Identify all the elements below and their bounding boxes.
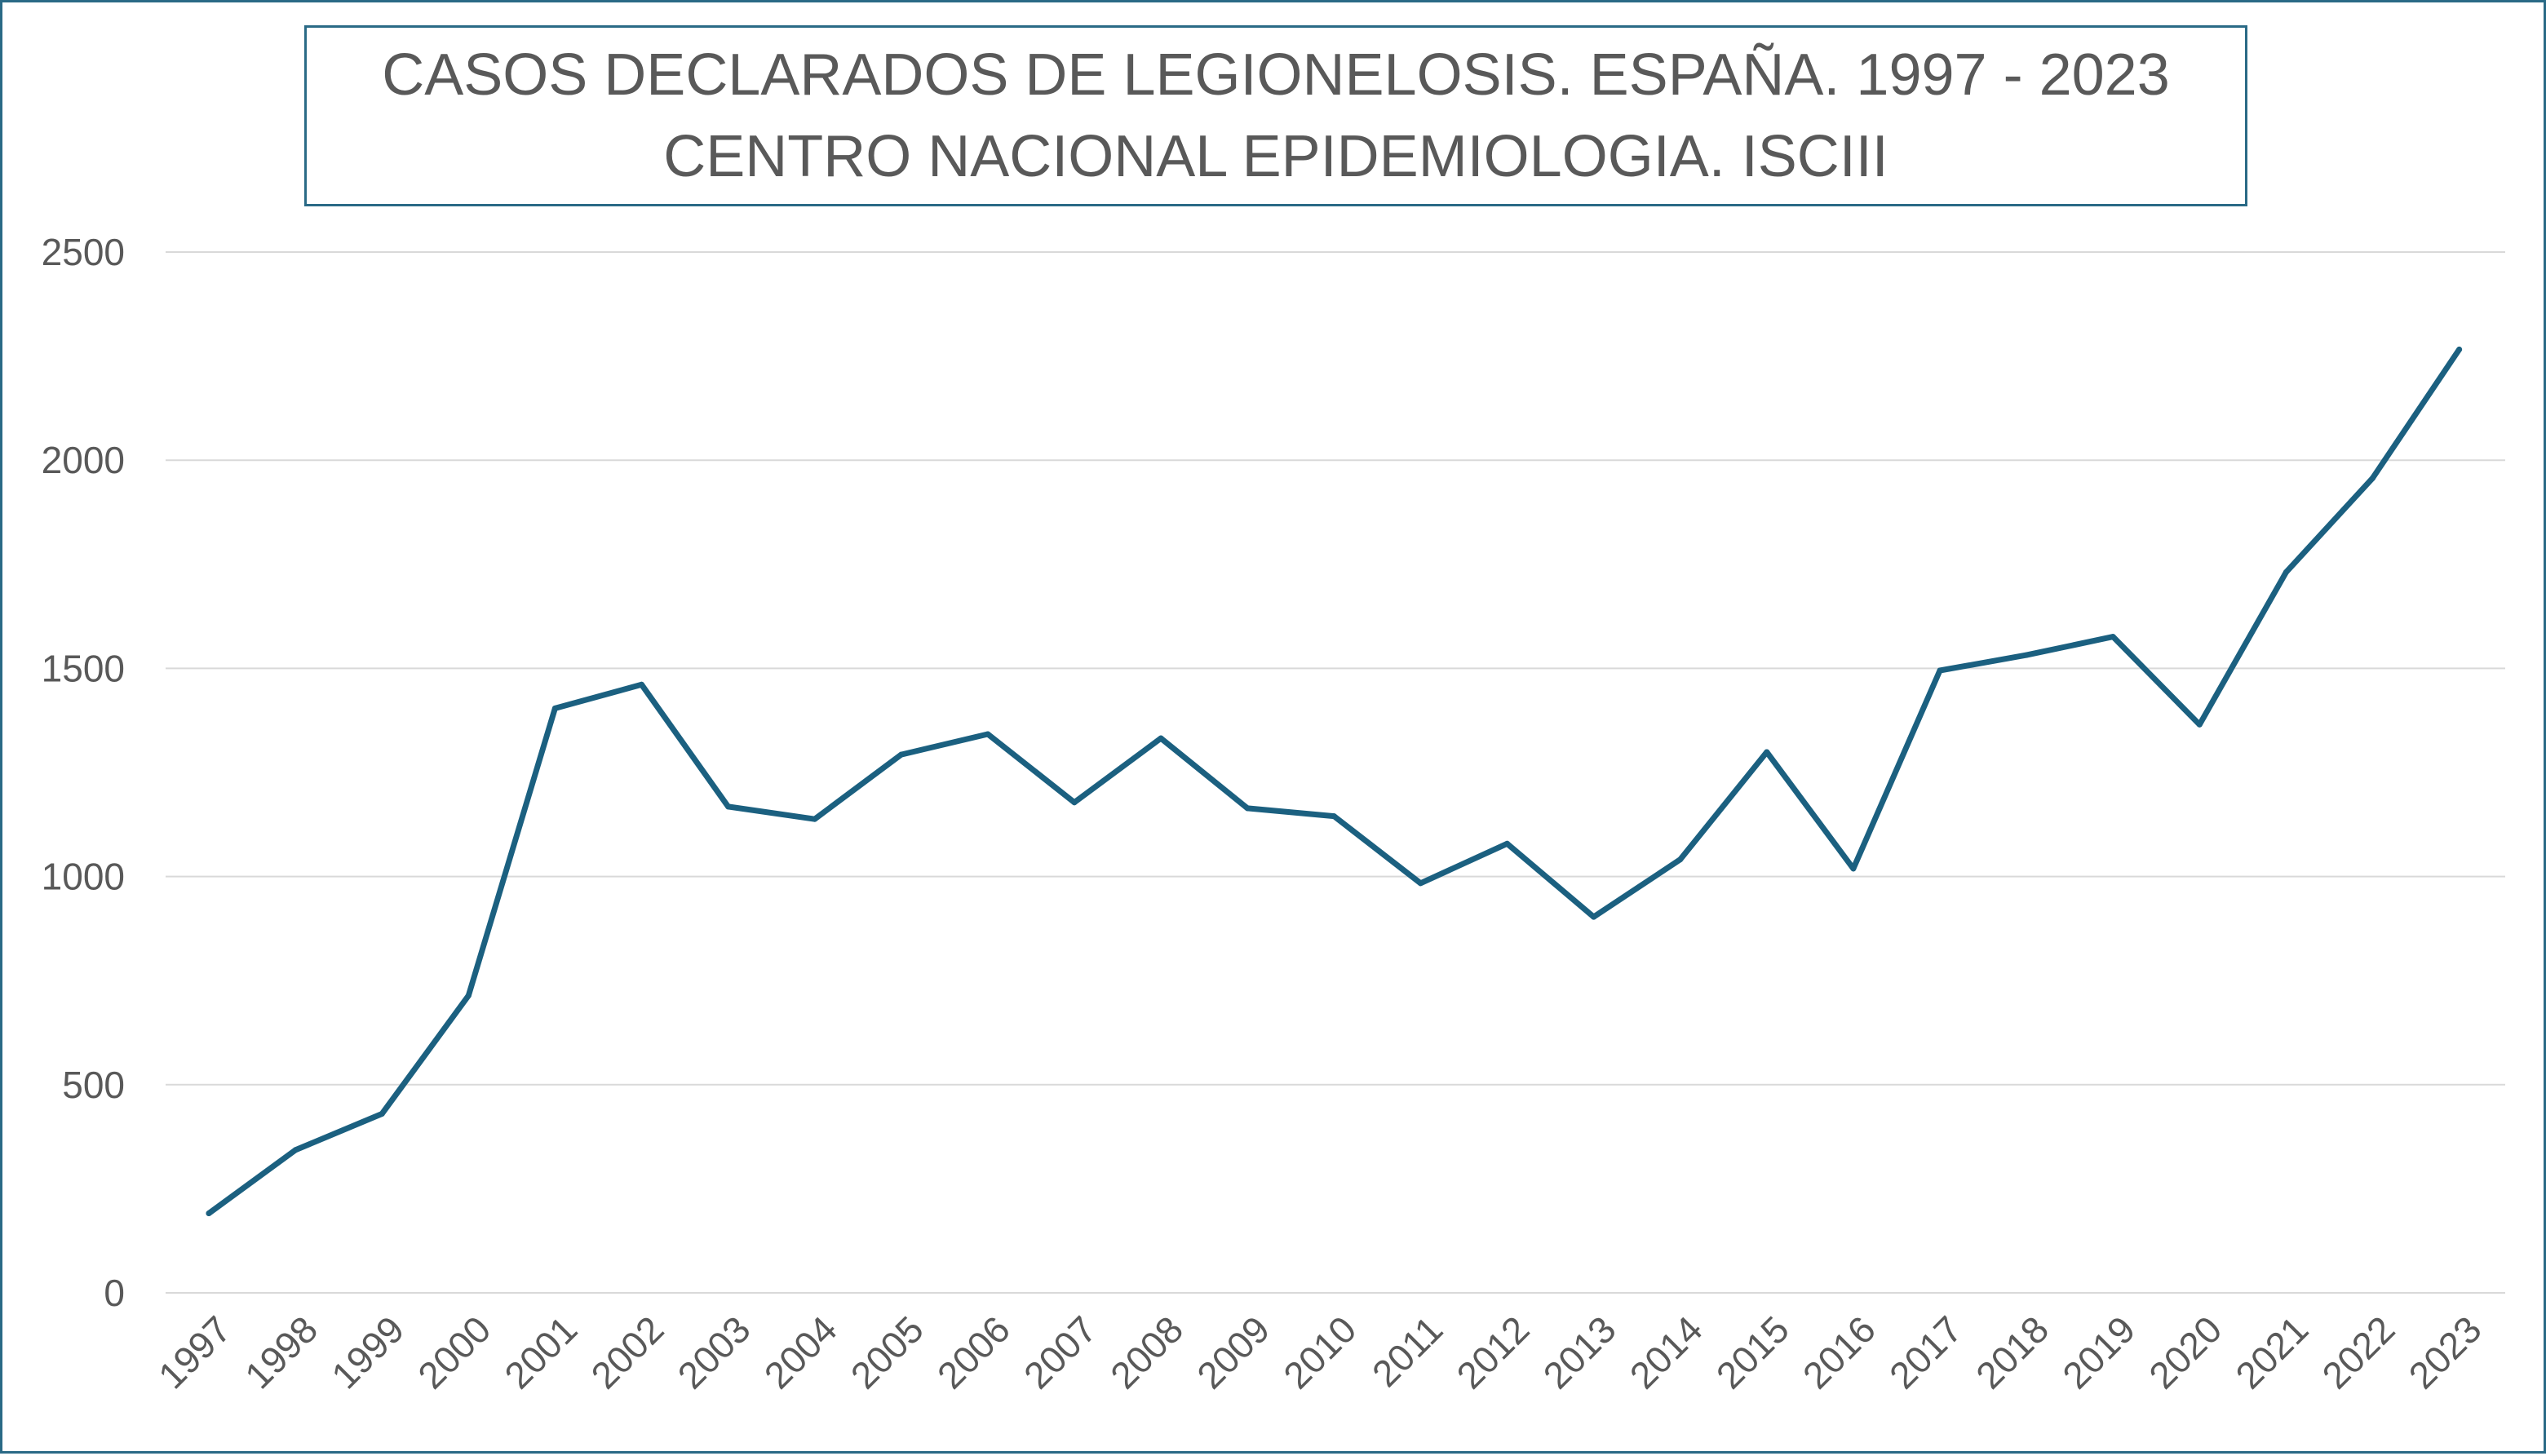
- data-point: [1417, 880, 1424, 887]
- series-layer: [206, 346, 2463, 1217]
- x-tick-label: 2011: [1364, 1308, 1451, 1395]
- data-point: [1677, 856, 1684, 863]
- data-point: [551, 705, 558, 711]
- data-point: [2023, 652, 2030, 658]
- data-point: [379, 1111, 385, 1117]
- x-tick-label: 2016: [1795, 1308, 1884, 1396]
- data-point: [2110, 634, 2116, 640]
- data-point: [1331, 813, 1337, 820]
- y-tick-label: 0: [104, 1272, 125, 1314]
- y-tick-label: 1500: [42, 647, 125, 689]
- x-tick-label: 1997: [150, 1308, 239, 1396]
- x-tick-label: 2007: [1016, 1308, 1105, 1396]
- y-tick-label: 500: [62, 1064, 125, 1106]
- x-tick-label: 2010: [1275, 1308, 1364, 1396]
- y-tick-label: 2000: [42, 439, 125, 481]
- data-point: [1244, 805, 1251, 812]
- x-tick-label: 2009: [1189, 1308, 1277, 1396]
- x-tick-label: 2019: [2054, 1308, 2143, 1396]
- data-point: [1071, 799, 1078, 806]
- y-tick-label: 2500: [42, 231, 125, 273]
- data-point: [1504, 840, 1510, 847]
- data-point: [1850, 865, 1857, 872]
- chart-title: CASOS DECLARADOS DE LEGIONELOSIS. ESPAÑA…: [382, 42, 2170, 108]
- x-tick-label: 2004: [756, 1308, 845, 1396]
- x-tick-label: 2005: [843, 1308, 932, 1396]
- x-tick-label: 2021: [2227, 1308, 2316, 1396]
- data-point: [465, 993, 472, 999]
- data-point: [2196, 721, 2203, 728]
- x-tick-label: 2023: [2401, 1308, 2490, 1396]
- chart-subtitle: CENTRO NACIONAL EPIDEMIOLOGIA. ISCIII: [663, 124, 1888, 189]
- data-point: [639, 681, 644, 688]
- data-point: [985, 731, 991, 737]
- data-point: [1764, 749, 1770, 755]
- title-box: CASOS DECLARADOS DE LEGIONELOSIS. ESPAÑA…: [304, 25, 2247, 206]
- x-tick-label: 2002: [582, 1308, 671, 1396]
- x-tick-label: 2006: [929, 1308, 1018, 1396]
- gridlines: [166, 251, 2505, 1294]
- data-point: [2456, 346, 2463, 352]
- x-tick-label: 2022: [2314, 1308, 2402, 1396]
- x-tick-label: 2001: [496, 1308, 585, 1396]
- x-tick-label: 2018: [1968, 1308, 2057, 1396]
- x-tick-label: 2003: [670, 1308, 759, 1396]
- data-point: [2283, 569, 2289, 575]
- x-tick-label: 2020: [2141, 1308, 2229, 1396]
- series-line: [206, 346, 2463, 1216]
- x-axis-ticks: 1997199819992000200120022003200420052006…: [150, 1308, 2490, 1396]
- data-point: [206, 1210, 212, 1217]
- y-axis-ticks: 0 500 1000 1500 2000 2500: [42, 231, 125, 1314]
- data-point: [725, 803, 732, 810]
- x-tick-label: 2008: [1102, 1308, 1191, 1396]
- data-point: [2370, 475, 2376, 481]
- x-tick-label: 2013: [1535, 1308, 1624, 1396]
- x-tick-label: 2015: [1708, 1308, 1797, 1396]
- y-tick-label: 1000: [42, 856, 125, 898]
- data-point: [1591, 914, 1597, 920]
- data-point: [292, 1147, 299, 1153]
- x-tick-label: 2014: [1622, 1308, 1711, 1396]
- x-tick-label: 2012: [1448, 1308, 1537, 1396]
- x-tick-label: 1999: [323, 1308, 412, 1396]
- data-point: [898, 751, 905, 758]
- x-tick-label: 1998: [237, 1308, 325, 1396]
- data-point: [1158, 735, 1164, 741]
- data-point: [812, 816, 818, 822]
- x-tick-label: 2000: [410, 1308, 498, 1396]
- x-tick-label: 2017: [1881, 1308, 1970, 1396]
- data-point: [1937, 667, 1943, 674]
